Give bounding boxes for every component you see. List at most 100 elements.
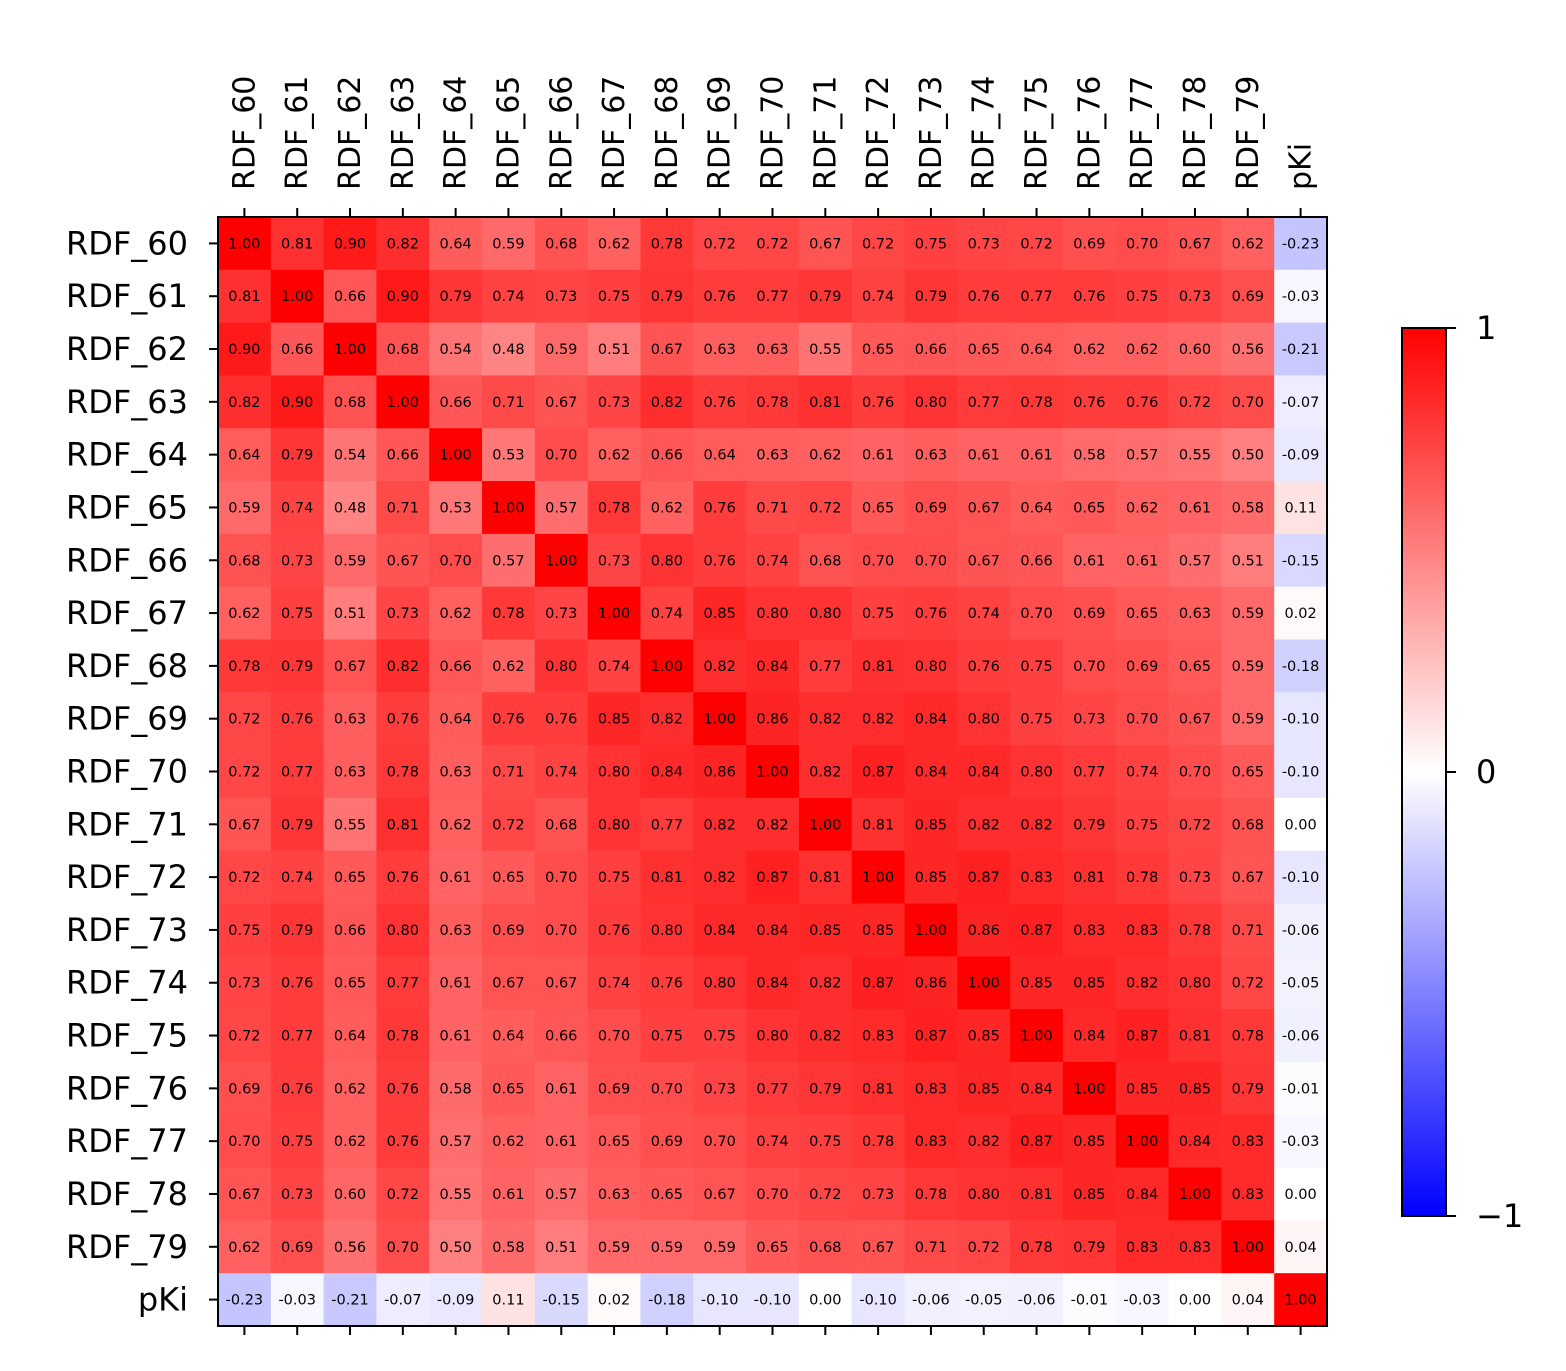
cell-value-label: 0.81 <box>862 1081 894 1097</box>
heatmap-cell <box>1062 481 1117 535</box>
heatmap-cell <box>1274 639 1328 693</box>
heatmap-cell <box>218 1114 272 1169</box>
cell-value-label: 0.63 <box>439 923 471 939</box>
cell-value-label: 0.82 <box>809 765 841 781</box>
heatmap-cell <box>640 1273 694 1327</box>
heatmap-cell <box>429 217 483 271</box>
heatmap-cells <box>218 217 1328 1327</box>
heatmap-cell <box>1274 956 1328 1010</box>
cell-value-label: 0.65 <box>334 976 366 992</box>
heatmap-cell <box>270 1114 325 1169</box>
cell-value-label: 0.75 <box>651 1029 683 1045</box>
x-tick-label: RDF_67 <box>597 76 632 190</box>
heatmap-cell <box>1274 375 1328 429</box>
heatmap-cell <box>429 322 483 377</box>
cell-value-label: 0.77 <box>1073 765 1105 781</box>
cell-value-label: 0.73 <box>862 1187 894 1203</box>
cell-value-label: 0.75 <box>862 606 894 622</box>
cell-value-label: 0.61 <box>439 870 471 886</box>
cell-value-label: 0.72 <box>228 1029 260 1045</box>
heatmap-cell <box>904 1061 958 1116</box>
heatmap-cell <box>1115 586 1170 641</box>
cell-value-label: 1.00 <box>387 395 419 411</box>
y-tick-label: RDF_67 <box>66 594 188 632</box>
heatmap-cell <box>270 533 325 588</box>
heatmap-cell <box>218 1273 272 1327</box>
heatmap-cell <box>429 1167 483 1221</box>
heatmap-cell <box>218 745 272 799</box>
heatmap-cell <box>270 322 325 377</box>
heatmap-cell <box>1115 322 1170 377</box>
heatmap-cell <box>482 1220 536 1274</box>
cell-value-label: 0.67 <box>809 236 841 252</box>
heatmap-cell <box>851 217 906 271</box>
cell-value-label: 0.85 <box>1073 1134 1105 1150</box>
heatmap-cell <box>1168 692 1222 746</box>
cell-value-label: 0.58 <box>492 1240 524 1256</box>
heatmap-cell <box>482 1061 536 1116</box>
heatmap-cell <box>693 903 747 957</box>
heatmap-cell <box>376 1009 430 1063</box>
heatmap-cell <box>1168 850 1222 905</box>
heatmap-cell <box>957 639 1011 693</box>
heatmap-cell <box>270 428 325 482</box>
cell-value-label: 0.58 <box>1232 500 1264 516</box>
heatmap-cell <box>1115 481 1170 535</box>
cell-value-label: 0.85 <box>915 870 947 886</box>
heatmap-cell <box>376 533 430 588</box>
cell-value-label: 0.62 <box>1126 342 1158 358</box>
heatmap-cell <box>1062 269 1117 324</box>
heatmap-cell <box>904 586 958 641</box>
heatmap-cell <box>1010 428 1064 482</box>
heatmap-cell <box>323 1009 378 1063</box>
cell-value-label: -0.05 <box>965 1293 1003 1309</box>
heatmap-cell <box>218 903 272 957</box>
cell-value-label: 0.68 <box>334 395 366 411</box>
cell-value-label: 0.67 <box>651 342 683 358</box>
cell-value-label: 0.80 <box>387 923 419 939</box>
heatmap-cell <box>1168 1061 1222 1116</box>
heatmap-cell <box>1062 639 1117 693</box>
heatmap-cell <box>1221 586 1275 641</box>
cell-value-label: 0.72 <box>1179 395 1211 411</box>
heatmap-cell <box>534 586 589 641</box>
heatmap-cell <box>1115 1009 1170 1063</box>
cell-value-label: 0.57 <box>439 1134 471 1150</box>
cell-value-label: 0.84 <box>756 923 788 939</box>
heatmap-cell <box>693 956 747 1010</box>
heatmap-cell <box>1274 1061 1328 1116</box>
colorbar: 1 0 −1 <box>1401 309 1523 1235</box>
heatmap-cell <box>323 1114 378 1169</box>
heatmap-cell <box>640 586 694 641</box>
cell-value-label: 0.85 <box>704 606 736 622</box>
heatmap-cell <box>376 797 430 852</box>
heatmap-cell <box>1115 1220 1170 1274</box>
cell-value-label: 0.55 <box>334 817 366 833</box>
heatmap-cell <box>429 1220 483 1274</box>
cell-value-label: 0.73 <box>968 236 1000 252</box>
heatmap-cell <box>693 428 747 482</box>
cell-value-label: 0.64 <box>228 448 260 464</box>
cell-value-label: 0.83 <box>862 1029 894 1045</box>
heatmap-cell <box>851 375 906 429</box>
heatmap-cell <box>693 1061 747 1116</box>
heatmap-cell <box>482 692 536 746</box>
x-tick-label: RDF_79 <box>1231 76 1266 190</box>
cell-value-label: 0.79 <box>281 923 313 939</box>
cell-value-label: 0.79 <box>809 1081 841 1097</box>
cell-value-label: 0.66 <box>281 342 313 358</box>
cell-value-label: 0.82 <box>228 395 260 411</box>
cell-value-label: 0.77 <box>281 765 313 781</box>
heatmap-cell <box>1115 428 1170 482</box>
heatmap-cell <box>1274 692 1328 746</box>
heatmap-cell <box>904 639 958 693</box>
y-tick-label: RDF_74 <box>66 964 188 1002</box>
cell-value-label: 1.00 <box>228 236 260 252</box>
cell-value-label: 0.55 <box>809 342 841 358</box>
cell-value-label: 0.81 <box>651 870 683 886</box>
heatmap-cell <box>482 1114 536 1169</box>
heatmap-cell <box>429 533 483 588</box>
heatmap-cell <box>851 269 906 324</box>
heatmap-cell <box>1115 639 1170 693</box>
cell-value-label: 0.75 <box>281 1134 313 1150</box>
